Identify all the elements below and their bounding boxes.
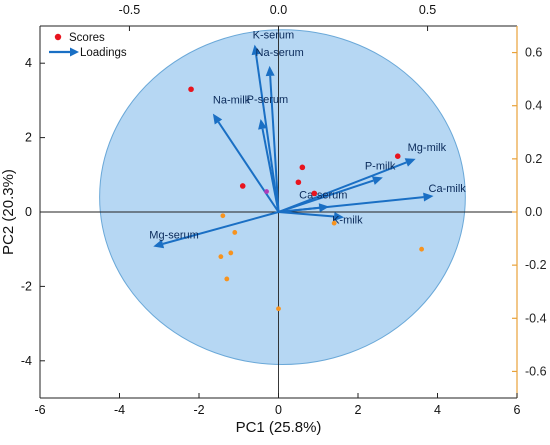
- y-tick-label: 2: [25, 131, 32, 145]
- y-axis-title: PC2 (20.3%): [0, 169, 17, 255]
- loading-na-serum-arrow: [269, 75, 280, 213]
- x-tick-label: 4: [434, 403, 441, 417]
- loading-p-serum-label: P-serum: [247, 94, 289, 106]
- loading-mg-milk-arrowhead: [404, 158, 416, 167]
- score-point: [394, 153, 401, 159]
- y-tick-label: -2: [21, 279, 32, 293]
- loading-ca-serum-label: Ca-serum: [299, 190, 347, 202]
- right-tick-label: 0.6: [525, 46, 542, 60]
- loading-mg-serum-arrow: [162, 211, 279, 245]
- score-point: [331, 220, 337, 226]
- loading-p-milk-arrowhead: [371, 176, 383, 185]
- loading-k-milk-arrowhead: [333, 212, 345, 221]
- score-point: [299, 164, 306, 171]
- loading-mg-serum-arrowhead: [153, 239, 165, 249]
- score-point: [224, 276, 230, 282]
- legend-loadings-label: Loadings: [80, 47, 127, 59]
- loading-ca-serum-arrowhead: [318, 203, 330, 213]
- x-tick-label: -2: [193, 403, 204, 417]
- score-point: [188, 86, 194, 93]
- loading-k-serum-arrow: [255, 54, 280, 213]
- x-tick-label: 0: [275, 403, 282, 417]
- legend-scores-label: Scores: [69, 32, 105, 44]
- y-tick-label: 0: [25, 205, 32, 219]
- loading-k-milk-arrow: [278, 211, 335, 218]
- loading-ca-serum-arrow: [278, 206, 320, 213]
- top-tick-label: -0.5: [119, 3, 141, 17]
- score-point: [218, 254, 224, 260]
- right-tick-label: 0.4: [525, 99, 542, 113]
- loading-na-milk-arrow: [217, 121, 280, 213]
- loading-na-milk-label: Na-milk: [213, 95, 251, 107]
- confidence-ellipse-layer: [99, 29, 466, 366]
- confidence-ellipse: [99, 29, 466, 366]
- tick-layer: -6 -4 -2 0 2 4 6 -4 -2 0 2 4 -0.5 0.0 0.5 -0.6 -0.4 -0.2 0…: [21, 3, 547, 417]
- right-tick-label: -0.4: [525, 311, 547, 325]
- x-axis-title: PC1 (25.8%): [236, 419, 322, 436]
- top-tick-label: 0.0: [270, 3, 287, 17]
- loading-p-milk-arrow: [278, 179, 374, 213]
- score-point: [239, 183, 246, 189]
- score-point: [228, 250, 234, 256]
- loading-na-serum-label: Na-serum: [256, 47, 304, 59]
- right-tick-label: -0.2: [525, 258, 547, 272]
- loading-k-milk-label: K-milk: [332, 214, 363, 226]
- loading-k-serum-label: K-serum: [253, 30, 295, 42]
- legend-loadings-arrowhead: [70, 47, 79, 57]
- y-tick-label: 4: [25, 56, 32, 70]
- right-tick-label: 0.0: [525, 205, 542, 219]
- score-point: [419, 246, 424, 252]
- legend-scores-marker: [54, 33, 62, 41]
- x-tick-label: -4: [114, 403, 125, 417]
- loading-p-milk-label: P-milk: [365, 160, 396, 172]
- loading-na-milk-arrowhead: [212, 113, 223, 125]
- scores-layer: [188, 86, 424, 312]
- right-tick-label: -0.6: [525, 364, 547, 378]
- score-point: [276, 306, 281, 312]
- x-tick-label: 2: [355, 403, 362, 417]
- loading-mg-serum-label: Mg-serum: [149, 230, 199, 242]
- y-tick-label: -4: [21, 354, 32, 368]
- loading-mg-milk-arrow: [278, 161, 407, 213]
- x-tick-label: 6: [514, 403, 521, 417]
- loading-p-serum-arrowhead: [258, 119, 267, 130]
- score-point: [220, 213, 226, 219]
- top-tick-label: 0.5: [419, 3, 436, 17]
- loading-mg-milk-label: Mg-milk: [408, 142, 447, 154]
- loading-k-serum-arrowhead: [251, 44, 261, 56]
- legend: Scores Loadings: [49, 32, 127, 59]
- x-tick-label: -6: [34, 403, 45, 417]
- right-tick-label: 0.2: [525, 152, 542, 166]
- loading-na-serum-arrowhead: [265, 65, 275, 77]
- loading-ca-milk-arrowhead: [423, 192, 434, 202]
- score-point: [311, 190, 318, 197]
- loading-p-serum-arrow: [261, 128, 280, 213]
- score-point: [295, 179, 302, 186]
- score-point: [232, 230, 238, 235]
- score-point: [264, 189, 269, 194]
- loading-ca-milk-label: Ca-milk: [429, 183, 467, 195]
